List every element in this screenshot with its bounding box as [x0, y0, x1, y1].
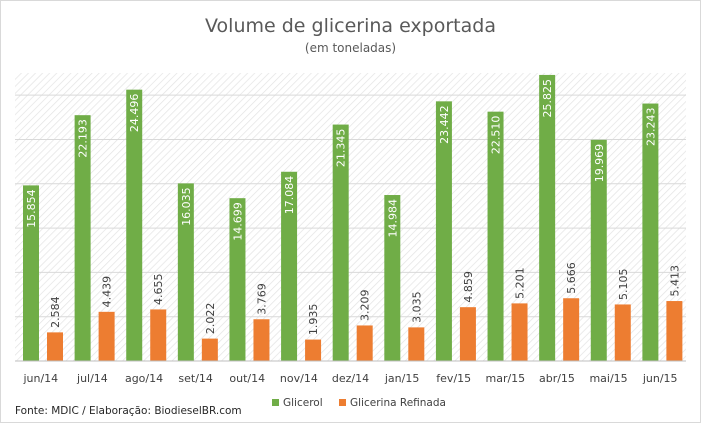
- x-tick-label: abr/15: [539, 372, 575, 385]
- bar-glicerina-refinada: [459, 307, 476, 361]
- data-label-glicerol: 25.825: [541, 79, 554, 118]
- bar-glicerina-refinada: [253, 319, 270, 361]
- bar-glicerol: [384, 195, 401, 361]
- x-tick-label: dez/14: [332, 372, 369, 385]
- bar-glicerol: [229, 198, 246, 361]
- bars: 15.854 2.584 22.193 4.439 24.496 4.655 16.035 2…: [23, 74, 683, 362]
- x-tick-label: nov/14: [280, 372, 318, 385]
- x-tick-label: ago/14: [125, 372, 163, 385]
- x-tick-label: fev/15: [436, 372, 471, 385]
- data-label-glicerina-refinada: 5.201: [514, 267, 527, 299]
- bar-glicerol: [126, 89, 143, 361]
- bar-glicerol: [177, 183, 194, 361]
- data-label-glicerina-refinada: 2.584: [49, 296, 62, 328]
- bar-glicerina-refinada: [511, 303, 528, 361]
- x-tick-label: mar/15: [486, 372, 526, 385]
- data-label-glicerina-refinada: 5.666: [565, 262, 578, 294]
- x-tick-label: jul/14: [76, 372, 108, 385]
- data-label-glicerol: 23.243: [644, 108, 657, 147]
- bar-glicerina-refinada: [614, 304, 631, 361]
- legend-label-glicerol: Glicerol: [283, 397, 323, 409]
- data-label-glicerol: 21.345: [335, 129, 348, 168]
- bar-glicerina-refinada: [356, 325, 373, 361]
- legend: Glicerol Glicerina Refinada: [272, 397, 446, 409]
- bar-glicerina-refinada: [666, 301, 683, 361]
- bar-glicerina-refinada: [98, 311, 115, 361]
- bar-glicerol: [23, 185, 39, 361]
- data-label-glicerol: 14.699: [231, 202, 244, 241]
- x-tick-label: jun/14: [22, 372, 58, 385]
- bar-glicerol: [590, 139, 607, 361]
- bar-glicerol: [74, 115, 91, 361]
- data-label-glicerol: 19.969: [593, 144, 606, 183]
- data-label-glicerina-refinada: 3.209: [359, 289, 372, 321]
- data-label-glicerol: 14.984: [386, 199, 399, 238]
- data-label-glicerina-refinada: 5.105: [617, 268, 630, 300]
- data-label-glicerina-refinada: 3.769: [255, 283, 268, 315]
- bar-glicerol: [281, 171, 298, 361]
- data-label-glicerina-refinada: 4.439: [101, 276, 114, 308]
- bar-glicerina-refinada: [563, 298, 580, 361]
- bar-glicerol: [435, 101, 452, 361]
- x-tick-label: out/14: [229, 372, 265, 385]
- x-tick-label: jan/15: [384, 372, 419, 385]
- chart-title: Volume de glicerina exportada: [205, 15, 496, 37]
- x-tick-label: mai/15: [589, 372, 627, 385]
- bar-glicerina-refinada: [201, 338, 218, 361]
- chart-subtitle: (em toneladas): [305, 41, 396, 55]
- source-note: Fonte: MDIC / Elaboração: BiodieselBR.co…: [15, 405, 242, 417]
- data-label-glicerol: 22.510: [490, 116, 503, 155]
- data-label-glicerina-refinada: 2.022: [204, 303, 217, 335]
- data-label-glicerina-refinada: 3.035: [410, 291, 423, 323]
- x-tick-label: set/14: [178, 372, 213, 385]
- plot-area: [15, 73, 686, 361]
- bar-glicerina-refinada: [150, 309, 167, 361]
- bar-glicerina-refinada: [47, 332, 63, 361]
- legend-swatch-glicerina-refinada: [339, 399, 346, 406]
- bar-glicerina-refinada: [408, 327, 425, 361]
- data-label-glicerol: 17.084: [283, 176, 296, 215]
- data-label-glicerol: 15.854: [25, 189, 38, 228]
- data-label-glicerina-refinada: 4.655: [152, 273, 165, 305]
- data-label-glicerina-refinada: 5.413: [668, 265, 681, 297]
- legend-swatch-glicerol: [272, 399, 279, 406]
- data-label-glicerol: 24.496: [128, 94, 141, 133]
- bar-glicerol: [539, 74, 556, 361]
- legend-label-glicerina-refinada: Glicerina Refinada: [350, 397, 446, 409]
- bar-glicerina-refinada: [305, 339, 322, 361]
- x-tick-labels: jun/14 jul/14 ago/14 set/14 out/14 nov/14 dez/…: [22, 372, 677, 385]
- bar-glicerol: [642, 103, 659, 362]
- data-label-glicerina-refinada: 4.859: [462, 271, 475, 303]
- data-label-glicerol: 23.442: [438, 105, 451, 144]
- bar-glicerol: [487, 111, 504, 361]
- data-label-glicerina-refinada: 1.935: [307, 304, 320, 336]
- x-tick-label: jun/15: [642, 372, 678, 385]
- data-label-glicerol: 16.035: [180, 187, 193, 226]
- bar-glicerol: [332, 124, 349, 361]
- data-label-glicerol: 22.193: [77, 119, 90, 158]
